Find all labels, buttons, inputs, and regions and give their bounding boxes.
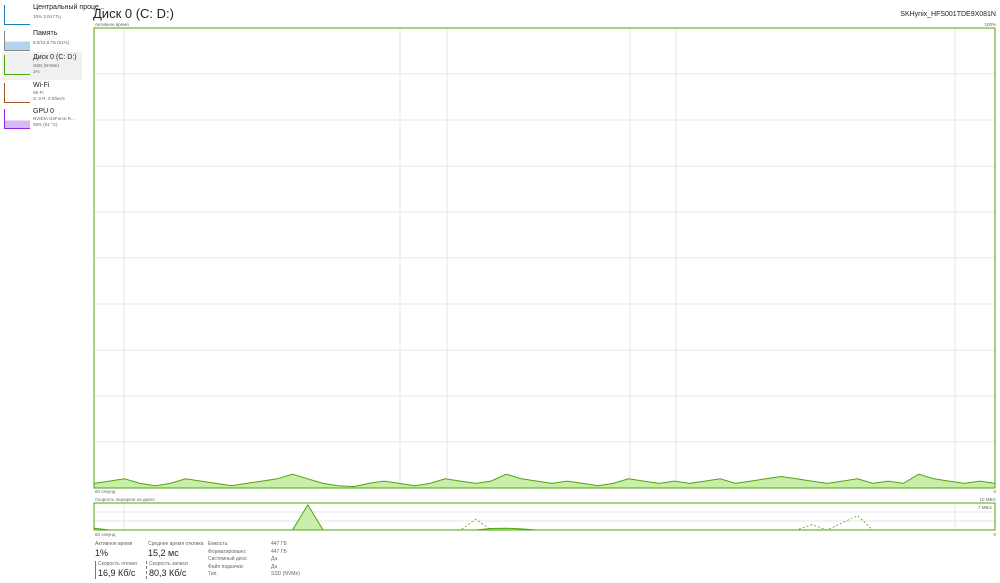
sidebar-item-sub2: 39% (51 °C): [33, 122, 58, 127]
sidebar-item-wifi[interactable]: Wi-Fi Wi-Fi S: 0 R: 0 Кбит/с: [2, 80, 82, 108]
property-key: Тип:: [208, 571, 218, 577]
transfer-label: Скорость передачи на диске: [95, 497, 155, 502]
wifi-thumbnail: [4, 83, 30, 103]
activity-max: 100%: [984, 22, 996, 27]
sidebar-item-gpu[interactable]: GPU 0 NVIDIA GeForce R... 39% (51 °C): [2, 106, 82, 134]
transfer-max: 10 МБ/с: [979, 497, 996, 502]
read-line: [93, 503, 995, 531]
memory-thumbnail: [4, 31, 30, 51]
sidebar-item-title: Wi-Fi: [33, 82, 50, 89]
activity-label: Активное время: [95, 22, 129, 27]
cpu-thumbnail: [4, 5, 30, 25]
transfer-inner-scale: 7 МБ/с: [978, 505, 992, 510]
transfer-min: 0: [993, 532, 996, 537]
property-key: Файл подкачки:: [208, 563, 244, 570]
active-time-label: Активное время: [95, 541, 133, 547]
sidebar-item-sub2: S: 0 R: 0 Кбит/с: [33, 96, 66, 101]
sidebar-item-sub: SSD (NVMe): [33, 63, 60, 68]
disk-thumbnail: [4, 55, 30, 75]
gpu-thumbnail: [4, 109, 30, 129]
sidebar-item-sub: NVIDIA GeForce R...: [33, 116, 75, 121]
read-speed-label: Скорость чтения: [98, 561, 137, 567]
write-legend-line: [146, 561, 147, 579]
response-time-value: 15,2 мс: [148, 548, 179, 558]
write-line: [94, 515, 995, 531]
sidebar: Центральный проце... 10% 3,04 ГГц Память 8…: [0, 0, 105, 583]
sidebar-item-sub: 8,0/15,8 ГБ (51%): [33, 40, 70, 45]
transfer-time: 60 секунд: [95, 532, 116, 537]
sidebar-item-title: Диск 0 (C: D:): [33, 54, 77, 61]
property-value: SSD (NVMe): [271, 571, 300, 577]
disk-model: SKHynix_HFS001TDE9X081N: [900, 11, 996, 18]
property-value: 447 ГБ: [271, 548, 287, 555]
activity-line: [93, 473, 996, 488]
write-speed-label: Скорость записи: [149, 561, 188, 567]
property-key: Системный диск:: [208, 556, 248, 562]
read-area: [94, 504, 995, 530]
property-key: Форматировано:: [208, 548, 247, 555]
write-speed-value: 80,3 Кб/с: [149, 568, 187, 578]
active-time-value: 1%: [95, 548, 109, 558]
page-title: Диск 0 (C: D:): [93, 6, 174, 21]
property-value: Да: [271, 556, 278, 562]
activity-time: 60 секунд: [95, 489, 116, 494]
activity-chart-frame: [93, 27, 996, 489]
sidebar-item-title: GPU 0: [33, 108, 55, 115]
transfer-chart-frame: [93, 502, 996, 531]
property-value: 447 ГБ: [271, 541, 287, 547]
sidebar-item-sub: 10% 3,04 ГГц: [33, 14, 61, 19]
sidebar-item-disk0[interactable]: Диск 0 (C: D:) SSD (NVMe) 1%: [2, 52, 82, 80]
read-legend-line: [95, 561, 96, 579]
read-speed-value: 16,9 Кб/с: [98, 568, 136, 578]
sidebar-item-title: Память: [33, 30, 58, 37]
activity-min: 0: [993, 489, 996, 494]
sidebar-item-sub2: 1%: [33, 69, 40, 74]
property-key: Емкость:: [208, 541, 229, 547]
property-value: Да: [271, 563, 278, 570]
activity-area: [94, 474, 995, 488]
sidebar-item-cpu[interactable]: Центральный проце... 10% 3,04 ГГц: [2, 2, 105, 30]
sidebar-item-sub: Wi-Fi: [33, 90, 44, 95]
sidebar-item-title: Центральный проце...: [33, 4, 105, 11]
sidebar-item-memory[interactable]: Память 8,0/15,8 ГБ (51%): [2, 28, 82, 56]
response-time-label: Среднее время отклика: [148, 541, 204, 547]
